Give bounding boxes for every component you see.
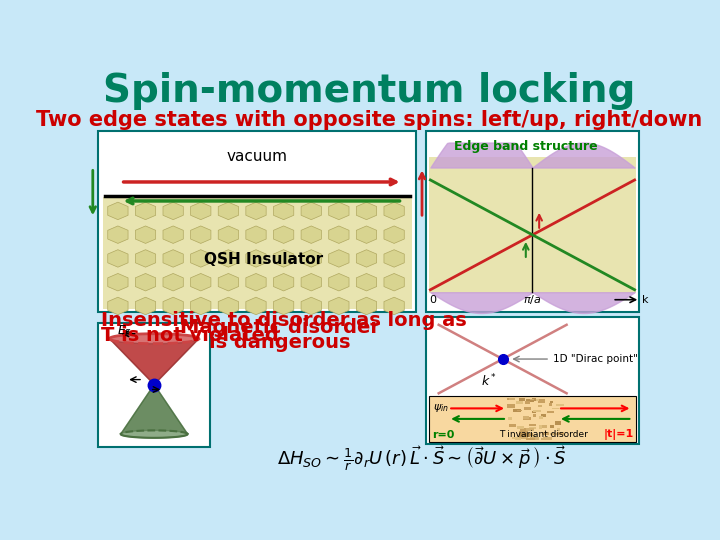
- Bar: [530, 435, 536, 437]
- Bar: [539, 425, 542, 427]
- Bar: [549, 403, 552, 406]
- Text: QSH Insulator: QSH Insulator: [204, 252, 323, 267]
- Bar: [521, 437, 528, 439]
- Text: Magnetic disorder: Magnetic disorder: [180, 318, 379, 337]
- FancyBboxPatch shape: [103, 197, 412, 309]
- Bar: [530, 437, 539, 440]
- Bar: [516, 401, 523, 404]
- Bar: [543, 436, 552, 440]
- Bar: [534, 414, 536, 416]
- Bar: [523, 434, 530, 437]
- FancyBboxPatch shape: [429, 396, 636, 442]
- Bar: [508, 417, 512, 420]
- Bar: [529, 423, 536, 427]
- Bar: [550, 401, 554, 403]
- Bar: [523, 417, 531, 420]
- FancyBboxPatch shape: [426, 317, 639, 444]
- Bar: [524, 433, 534, 436]
- Bar: [516, 426, 524, 429]
- Bar: [552, 408, 559, 409]
- Bar: [523, 416, 529, 418]
- Bar: [507, 397, 514, 400]
- Bar: [508, 424, 516, 427]
- Bar: [517, 410, 521, 411]
- Bar: [538, 404, 542, 407]
- Text: Edge band structure: Edge band structure: [454, 140, 598, 153]
- Text: is dangerous: is dangerous: [209, 333, 351, 352]
- Bar: [557, 428, 560, 431]
- Text: T invariant disorder: T invariant disorder: [499, 430, 588, 440]
- Bar: [539, 426, 542, 429]
- Bar: [550, 433, 558, 435]
- Bar: [536, 399, 539, 401]
- Text: $\psi_{in}$: $\psi_{in}$: [433, 402, 449, 414]
- Bar: [547, 411, 554, 414]
- Bar: [519, 397, 525, 401]
- Bar: [530, 399, 534, 400]
- FancyBboxPatch shape: [426, 131, 639, 312]
- Bar: [519, 434, 528, 437]
- Bar: [533, 410, 541, 413]
- Text: 1D "Dirac point": 1D "Dirac point": [553, 354, 638, 364]
- Polygon shape: [109, 334, 199, 384]
- Polygon shape: [121, 384, 188, 438]
- Bar: [556, 404, 564, 406]
- Bar: [507, 404, 515, 408]
- Text: $\Delta H_{SO} \sim \frac{1}{r}\partial_r U\,(r)\,\vec{L}\cdot\vec{S} \sim \left: $\Delta H_{SO} \sim \frac{1}{r}\partial_…: [277, 445, 567, 473]
- Bar: [508, 404, 514, 407]
- Bar: [541, 414, 546, 417]
- Bar: [542, 433, 549, 435]
- Bar: [516, 438, 521, 440]
- Bar: [539, 416, 543, 419]
- Text: $E_F$: $E_F$: [117, 325, 132, 340]
- Text: vacuum: vacuum: [227, 149, 288, 164]
- Bar: [531, 410, 536, 413]
- Text: 0: 0: [430, 295, 436, 305]
- Bar: [541, 438, 545, 441]
- Text: r=0: r=0: [433, 430, 455, 440]
- FancyBboxPatch shape: [429, 157, 636, 294]
- Polygon shape: [121, 384, 188, 434]
- Bar: [523, 407, 531, 410]
- Bar: [555, 421, 562, 424]
- Bar: [526, 399, 534, 402]
- Bar: [532, 397, 536, 401]
- Text: Spin-momentum locking: Spin-momentum locking: [103, 72, 635, 110]
- Bar: [525, 401, 530, 404]
- Bar: [557, 431, 564, 435]
- Bar: [518, 436, 523, 437]
- Bar: [529, 427, 536, 429]
- Text: |t|=1: |t|=1: [603, 429, 634, 441]
- FancyBboxPatch shape: [99, 131, 416, 312]
- Bar: [509, 399, 515, 400]
- FancyBboxPatch shape: [99, 322, 210, 447]
- Text: k: k: [642, 295, 649, 305]
- Bar: [513, 409, 521, 411]
- Text: $k^*$: $k^*$: [481, 372, 497, 389]
- Bar: [538, 401, 541, 403]
- Bar: [525, 428, 531, 429]
- Bar: [520, 428, 527, 430]
- Bar: [526, 438, 535, 440]
- Bar: [518, 431, 528, 434]
- Polygon shape: [109, 339, 199, 384]
- Bar: [513, 437, 520, 440]
- Bar: [526, 428, 534, 431]
- Bar: [541, 426, 547, 428]
- Bar: [538, 400, 545, 403]
- Text: Two edge states with opposite spins: left/up, right/down: Two edge states with opposite spins: lef…: [36, 110, 702, 130]
- Text: T is not violated: T is not violated: [101, 326, 279, 346]
- Text: Insensitive to disorder as long as: Insensitive to disorder as long as: [101, 311, 467, 330]
- Bar: [551, 425, 554, 428]
- Text: $\pi/a$: $\pi/a$: [523, 293, 541, 306]
- Bar: [520, 437, 528, 439]
